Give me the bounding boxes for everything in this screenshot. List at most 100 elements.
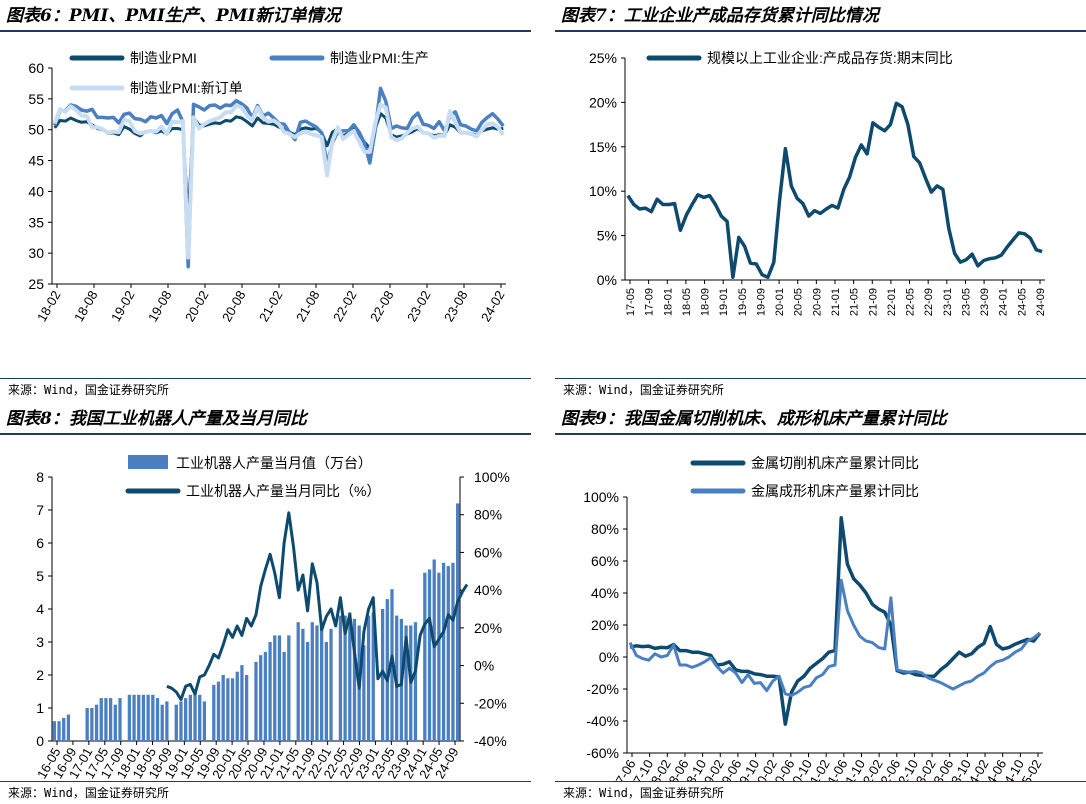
- x-tick-label: 24-01: [998, 288, 1010, 316]
- y2-tick-label: 100%: [474, 469, 510, 485]
- series-line-2: [52, 102, 505, 260]
- x-tick-label: 23-01: [942, 288, 954, 316]
- figure-7-panel: 图表7：工业企业产成品存货累计同比情况 0% 5% 10% 15% 20% 25% 17-0…: [555, 0, 1086, 400]
- legend-swatch: [128, 455, 168, 469]
- legend-label: 金属成形机床产量累计同比: [751, 483, 919, 499]
- series-line-1: [53, 86, 505, 269]
- bar-mark: [437, 572, 441, 741]
- x-tick-label: 21-02: [256, 288, 286, 324]
- series-line-0: [629, 516, 1042, 726]
- figure-8-panel: 图表8：我国工业机器人产量及当月同比 0 1 2 3 4 5 6 7 8 -40% -20% 0% 20…: [0, 403, 531, 803]
- x-tick-label: 22-05: [905, 288, 917, 316]
- bar-mark: [380, 609, 385, 741]
- bar-mark: [352, 618, 357, 741]
- x-tick-label: 18-08: [71, 288, 101, 324]
- y-tick-label: 60%: [591, 553, 619, 569]
- bar-mark: [188, 694, 192, 741]
- y2-tick-label: -40%: [474, 733, 507, 749]
- y-tick-label: 10%: [589, 183, 617, 199]
- figure-8-title: 图表8：我国工业机器人产量及当月同比: [0, 403, 531, 435]
- bar-mark: [282, 651, 286, 741]
- bar-mark: [235, 671, 239, 741]
- bar-mark: [338, 615, 343, 741]
- bar-mark: [198, 694, 202, 741]
- x-tick-label: 18-09: [700, 288, 712, 316]
- x-tick-label: 21-05: [849, 288, 861, 316]
- y-tick-label: 5: [36, 568, 44, 584]
- legend-label: 工业机器人产量当月同比（%）: [186, 483, 380, 499]
- x-tick-label: 24-09: [1035, 288, 1047, 316]
- y-tick-label: 25%: [589, 50, 617, 66]
- y-tick-label: 7: [36, 502, 44, 518]
- y-tick-label: 100%: [583, 489, 619, 505]
- series-line-0: [626, 101, 1043, 280]
- bar-mark: [104, 698, 108, 741]
- x-tick-label: 17-05: [625, 288, 637, 316]
- y-tick-label: -40%: [586, 713, 619, 729]
- bar-mark: [127, 694, 132, 741]
- bar-mark: [254, 661, 258, 741]
- legend-label: 制造业PMI: [130, 50, 197, 66]
- x-tick-label: 24-02: [478, 288, 508, 324]
- bar-mark: [212, 684, 216, 741]
- bar-mark: [160, 704, 164, 741]
- y2-tick-label: -20%: [474, 695, 507, 711]
- legend-label: 金属切削机床产量累计同比: [751, 455, 919, 471]
- x-tick-label: 18-05: [681, 288, 693, 316]
- bar-mark: [287, 635, 291, 741]
- bar-mark: [310, 622, 314, 741]
- x-tick-label: 21-08: [293, 288, 323, 324]
- y-tick-label: 2: [36, 667, 44, 683]
- y-tick-label: 0%: [597, 272, 617, 288]
- y-tick-label: 0%: [599, 649, 619, 665]
- x-tick-label: 20-02: [182, 288, 212, 324]
- bar-mark: [277, 635, 282, 741]
- bar-mark: [240, 665, 244, 741]
- x-tick-label: 21-09: [867, 288, 879, 316]
- y-tick-label: -20%: [586, 681, 619, 697]
- y2-tick-label: 0%: [474, 658, 494, 674]
- bar-mark: [371, 612, 375, 741]
- x-tick-label: 18-01: [662, 288, 674, 316]
- x-tick-label: 19-02: [108, 288, 138, 324]
- bar-mark: [329, 628, 333, 741]
- y-tick-label: 80%: [591, 521, 619, 537]
- y2-tick-label: 20%: [474, 620, 502, 636]
- series-line-1: [166, 511, 469, 701]
- y-tick-label: 40%: [591, 585, 619, 601]
- bar-mark: [108, 698, 113, 741]
- figure-7-source: 来源：Wind，国金证券研究所: [555, 378, 1086, 400]
- figure-6-panel: 图表6：PMI、PMI生产、PMI新订单情况 25 30 35 40 45 50 55 60 1…: [0, 0, 531, 400]
- y-tick-label: 25: [28, 276, 44, 292]
- figure-9-panel: 图表9：我国金属切削机床、成形机床产量累计同比 -60% -40% -20% 0% 20…: [555, 403, 1086, 803]
- bar-mark: [296, 622, 300, 741]
- figure-7-title: 图表7：工业企业产成品存货累计同比情况: [555, 0, 1086, 32]
- y-tick-label: 0: [36, 733, 44, 749]
- bar-mark: [441, 562, 446, 741]
- bar-mark: [226, 678, 230, 741]
- bar-mark: [432, 559, 436, 741]
- bar-mark: [137, 694, 141, 741]
- bar-mark: [165, 701, 169, 741]
- bar-mark: [113, 704, 117, 741]
- y-tick-label: 50: [28, 122, 44, 138]
- legend-label: 制造业PMI:新订单: [130, 80, 243, 96]
- bar-mark: [66, 714, 71, 741]
- bar-mark: [179, 701, 183, 741]
- x-tick-label: 22-08: [367, 288, 397, 324]
- x-tick-label: 23-05: [960, 288, 972, 316]
- bar-mark: [141, 694, 146, 741]
- bar-mark: [155, 698, 160, 741]
- bar-mark: [244, 675, 249, 741]
- x-tick-label: 20-01: [774, 288, 786, 316]
- y-tick-label: 4: [36, 601, 44, 617]
- bar-mark: [85, 708, 89, 741]
- bar-mark: [305, 642, 310, 741]
- y-tick-label: 20%: [591, 617, 619, 633]
- bar-mark: [366, 615, 371, 741]
- y-tick-label: 3: [36, 634, 44, 650]
- y-tick-label: 6: [36, 535, 44, 551]
- bar-mark: [423, 572, 427, 741]
- bar-mark: [52, 721, 56, 741]
